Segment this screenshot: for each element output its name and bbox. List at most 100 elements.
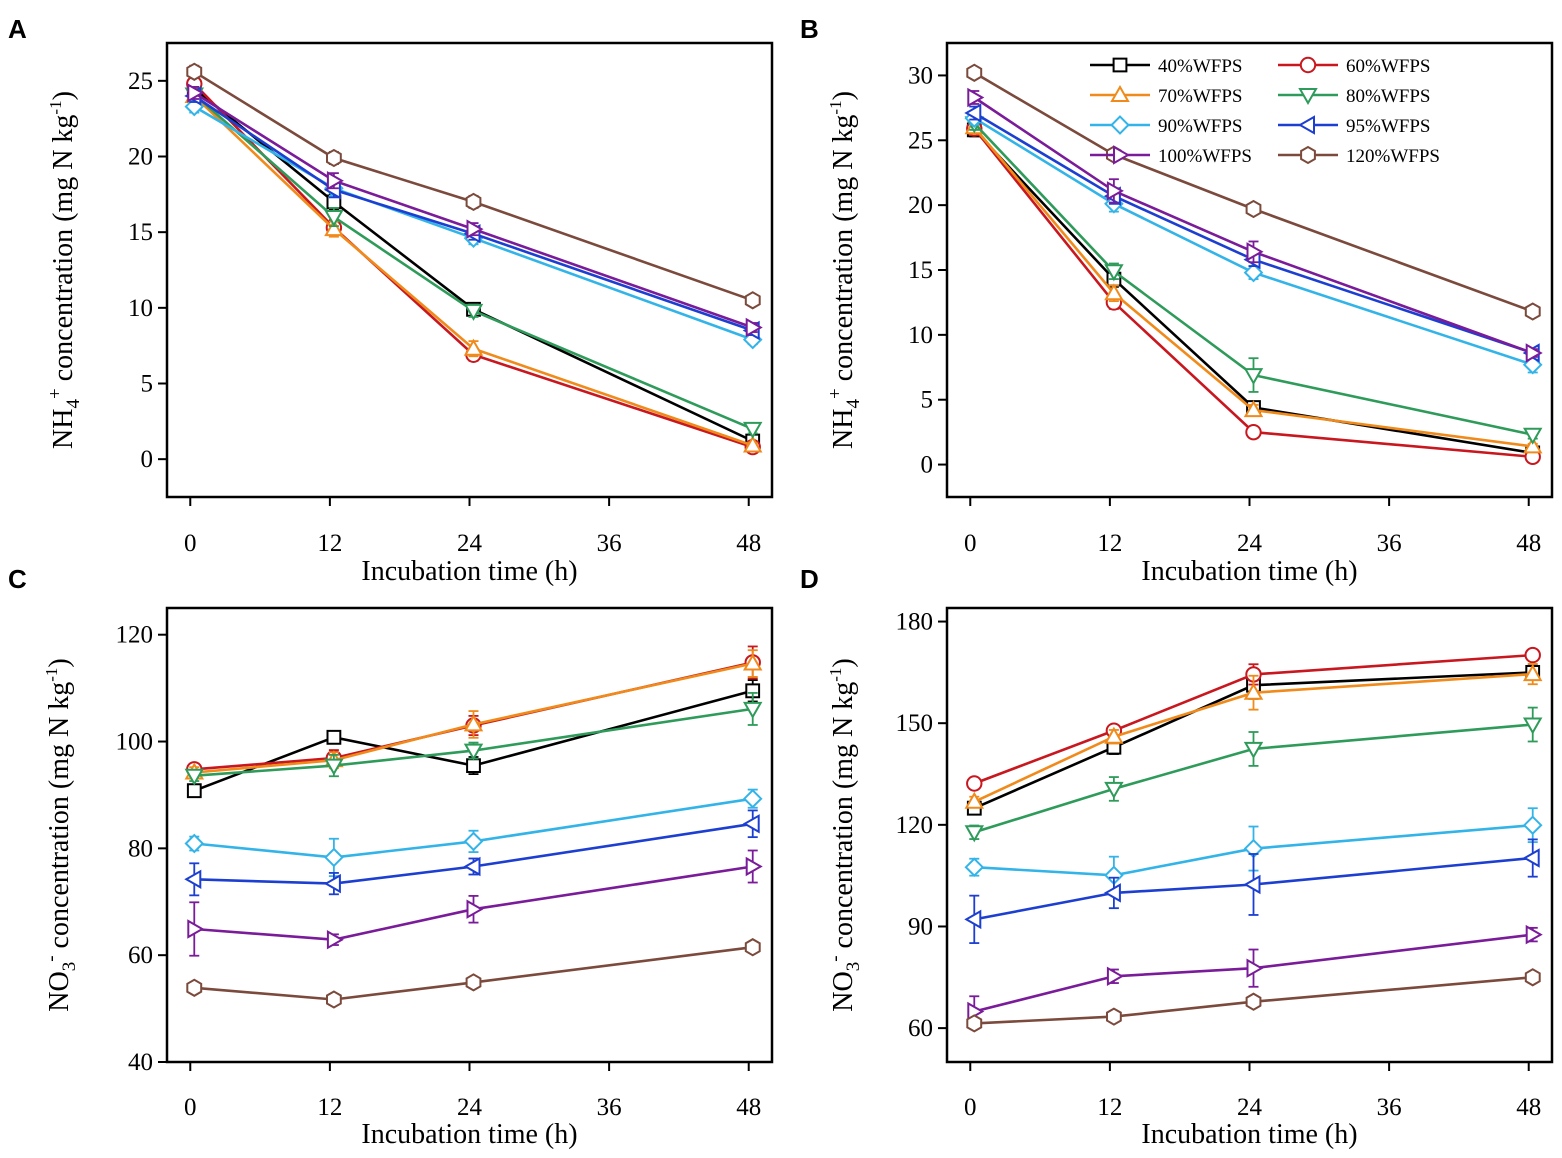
- x-tick-label: 36: [1377, 530, 1402, 557]
- data-point: [966, 775, 983, 792]
- data-point: [1245, 423, 1262, 441]
- data-point: [1104, 726, 1124, 744]
- legend-item: 60%WFPS: [1278, 56, 1430, 77]
- y-label-unit-superscript: -1: [826, 668, 845, 682]
- data-point: [1246, 958, 1264, 978]
- series-line: [973, 122, 1533, 436]
- data-point: [966, 63, 983, 82]
- series-line: [973, 723, 1533, 834]
- series-line: [973, 653, 1533, 785]
- data-point: [187, 919, 205, 939]
- y-axis-label: NO3- concentration (mg N kg-1): [41, 658, 80, 1011]
- series-line: [193, 105, 754, 341]
- series-100pct-wfps: [187, 83, 763, 338]
- data-point: [1106, 966, 1124, 987]
- series-line: [194, 822, 753, 885]
- series-line: [193, 87, 754, 443]
- y-tick-label: 10: [128, 295, 153, 322]
- data-point: [1106, 1007, 1122, 1026]
- series-line: [193, 94, 754, 332]
- y-axis-label: NO3- concentration (mg N kg-1): [825, 658, 864, 1011]
- panel-letter: D: [800, 564, 819, 594]
- y-label-unit-superscript: -1: [46, 100, 65, 114]
- data-point: [186, 62, 203, 81]
- y-tick-label: 15: [908, 257, 933, 284]
- data-point: [1524, 968, 1541, 987]
- y-label-close: ): [44, 658, 75, 667]
- data-point: [324, 847, 344, 868]
- legend-marker: [1300, 145, 1316, 165]
- data-point: [187, 83, 205, 103]
- data-point: [742, 421, 763, 439]
- data-point: [324, 219, 344, 237]
- y-label-ion: NO: [44, 971, 75, 1011]
- data-point: [326, 929, 344, 950]
- data-point: [964, 909, 982, 930]
- series-line: [973, 671, 1533, 810]
- series-line: [193, 95, 754, 447]
- data-point: [184, 833, 205, 854]
- data-point: [1522, 815, 1543, 836]
- data-point: [966, 1014, 983, 1033]
- x-tick-label: 12: [1097, 1094, 1122, 1121]
- legend-label: 70%WFPS: [1158, 86, 1242, 107]
- data-point: [1246, 242, 1264, 262]
- y-tick-label: 120: [896, 812, 934, 839]
- data-point: [1243, 874, 1261, 895]
- data-point: [742, 814, 760, 834]
- legend-label: 60%WFPS: [1346, 56, 1430, 77]
- series-40pct-wfps: [186, 81, 761, 449]
- x-axis-label: Incubation time (h): [361, 556, 577, 587]
- data-point: [463, 303, 484, 321]
- legend-marker: [1112, 57, 1128, 73]
- y-tick-label: 20: [908, 192, 933, 219]
- y-tick-label: 5: [141, 371, 154, 398]
- data-point: [1104, 264, 1124, 282]
- series-line: [974, 823, 1533, 877]
- data-point: [326, 729, 342, 745]
- series-60pct-wfps: [966, 646, 1541, 792]
- x-axis-label: Incubation time (h): [1141, 556, 1357, 587]
- x-tick-label: 24: [1237, 530, 1263, 557]
- data-point: [967, 87, 985, 108]
- y-label-close: ): [828, 658, 859, 667]
- data-point: [1243, 262, 1264, 283]
- data-point: [964, 103, 982, 123]
- series-line: [973, 111, 1534, 355]
- y-label-ion: NO: [828, 971, 859, 1011]
- data-point: [1525, 924, 1543, 945]
- y-tick-label: 60: [908, 1015, 933, 1042]
- y-tick-label: 100: [116, 729, 154, 756]
- data-point: [745, 856, 763, 877]
- panel-a: A 0 12 24 36 48 0 5 10 15 20 25 Incubation time (h) N…: [8, 14, 774, 587]
- series-80pct-wfps: [184, 692, 763, 786]
- panel-b: B 0 12 24 36 48 0 5 10 15 20 25 30 Incubation time (h…: [800, 14, 1554, 587]
- legend-marker: [1298, 88, 1318, 106]
- legend-marker: [1110, 84, 1130, 102]
- x-tick-label: 48: [736, 1094, 761, 1121]
- data-point: [745, 317, 763, 338]
- data-point: [742, 435, 763, 453]
- data-point: [324, 758, 344, 776]
- data-point: [742, 701, 763, 719]
- series-line: [194, 865, 753, 942]
- y-tick-label: 120: [116, 622, 154, 649]
- y-label-text: concentration (mg N kg: [48, 115, 79, 389]
- series-90pct-wfps: [184, 788, 763, 878]
- y-label-subscript: 3: [843, 962, 864, 972]
- y-axis-label: NH4+ concentration (mg N kg-1): [45, 91, 84, 449]
- y-tick-label: 0: [921, 452, 934, 479]
- data-point: [745, 683, 761, 699]
- data-point: [1103, 883, 1121, 903]
- data-point: [323, 873, 341, 894]
- series-95pct-wfps: [964, 838, 1540, 944]
- y-tick-label: 80: [128, 835, 153, 862]
- legend-label: 90%WFPS: [1158, 116, 1242, 137]
- data-point: [1522, 664, 1543, 682]
- data-point: [184, 768, 205, 786]
- series-95pct-wfps: [184, 86, 760, 341]
- series-line: [973, 129, 1533, 455]
- data-point: [1243, 682, 1264, 700]
- x-tick-label: 0: [184, 1094, 197, 1121]
